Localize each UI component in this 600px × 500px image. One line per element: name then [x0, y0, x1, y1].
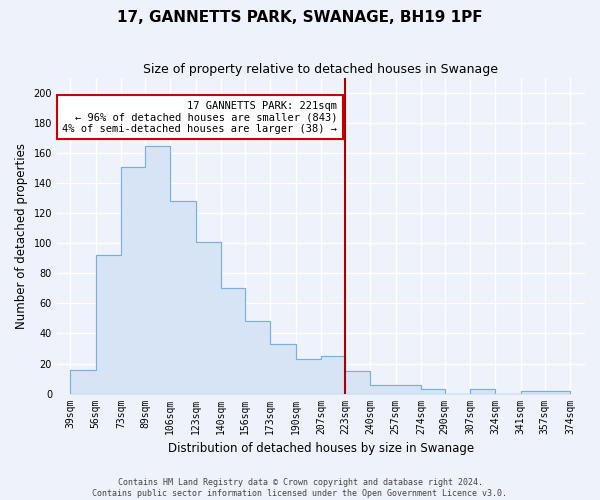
- Text: Contains HM Land Registry data © Crown copyright and database right 2024.
Contai: Contains HM Land Registry data © Crown c…: [92, 478, 508, 498]
- X-axis label: Distribution of detached houses by size in Swanage: Distribution of detached houses by size …: [168, 442, 474, 455]
- Y-axis label: Number of detached properties: Number of detached properties: [15, 143, 28, 329]
- Text: 17 GANNETTS PARK: 221sqm
← 96% of detached houses are smaller (843)
4% of semi-d: 17 GANNETTS PARK: 221sqm ← 96% of detach…: [62, 100, 337, 134]
- Title: Size of property relative to detached houses in Swanage: Size of property relative to detached ho…: [143, 62, 499, 76]
- Text: 17, GANNETTS PARK, SWANAGE, BH19 1PF: 17, GANNETTS PARK, SWANAGE, BH19 1PF: [117, 10, 483, 25]
